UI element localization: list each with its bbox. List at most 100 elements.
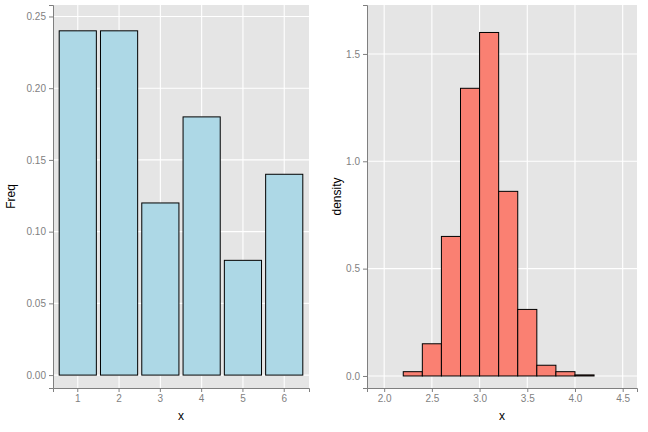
tick: 0.05 [27,298,53,309]
tick-mark [284,388,285,392]
tick-label: 1.5 [346,49,360,60]
y-axis-title: density [330,177,344,215]
tick: 3 [158,388,164,404]
tick-mark [432,388,433,392]
tick: 2.0 [378,388,392,404]
tick-label: 2.0 [378,393,392,404]
x-axis-title: x [499,409,505,423]
figure: 0.000.050.100.150.200.25123456xFreq0.00.… [0,0,648,432]
tick-mark [527,388,528,392]
tick-label: 0.0 [346,371,360,382]
histogram-bar [518,309,537,376]
tick-label: 4.0 [569,393,583,404]
tick-label: 3.0 [473,393,487,404]
tick: 1.0 [346,156,367,167]
tick-mark [363,161,367,162]
histogram-bar [422,344,441,376]
y-axis: 0.00 0.05 0.10 0.15 0.20 0.25 [27,6,54,389]
tick-label: 3.5 [521,393,535,404]
histogram-bar [460,88,479,376]
histogram-bar [556,372,575,376]
histogram-bar [480,32,499,375]
tick: 5 [240,388,246,404]
grid-line [367,53,637,54]
histogram-bar [403,372,422,376]
tick-label: 0.00 [27,370,47,381]
bar [142,203,179,375]
axis-line [54,389,310,393]
tick-mark [77,388,78,392]
tick-label: 6 [281,393,287,404]
histogram-bar [384,375,403,376]
tick-label: 2.5 [425,393,439,404]
tick: 4.0 [569,388,583,404]
marks [59,31,303,375]
tick-label: 1.0 [346,156,360,167]
tick-mark [384,388,385,392]
tick-mark [49,160,53,161]
grid-line [53,16,309,17]
tick-mark [160,388,161,392]
grid-line [384,5,385,388]
histogram-bar [575,375,594,376]
grid [53,5,309,388]
tick: 0.15 [27,155,53,166]
grid-line [367,161,637,162]
plot-background [367,5,637,388]
tick-mark [49,375,53,376]
histogram-bar [441,236,460,376]
tick-mark [119,388,120,392]
tick-label: 0.10 [27,226,47,237]
tick: 2.5 [425,388,439,404]
tick-label: 0.25 [27,11,47,22]
tick-mark [242,388,243,392]
tick-mark [623,388,624,392]
tick-label: 0.15 [27,155,47,166]
tick: 3.5 [521,388,535,404]
tick-label: 0.20 [27,83,47,94]
axis-line [363,6,368,389]
bar [59,31,96,375]
bar [224,260,261,375]
tick-label: 3 [158,393,164,404]
tick: 0.20 [27,83,53,94]
axis-line [49,6,54,389]
tick-label: 0.5 [346,263,360,274]
tick-label: 1 [75,393,81,404]
tick-mark [363,376,367,377]
tick-label: 2 [116,393,122,404]
bar [266,174,303,375]
axis-line [368,389,638,393]
tick-mark [363,269,367,270]
x-axis: 2.0 2.5 3.0 3.5 4.0 4.5 [368,388,638,404]
bar [100,31,137,375]
tick-mark [49,16,53,17]
tick-label: 0.05 [27,298,47,309]
panel: 0.000.050.100.150.200.25123456xFreq [4,5,310,423]
tick: 6 [281,388,287,404]
tick-mark [201,388,202,392]
tick: 0.25 [27,11,53,22]
grid-line [622,5,623,388]
tick: 0.10 [27,226,53,237]
tick-label: 4 [199,393,205,404]
tick: 3.0 [473,388,487,404]
tick-label: 5 [240,393,246,404]
tick-mark [363,54,367,55]
tick: 0.00 [27,370,53,381]
tick: 2 [116,388,122,404]
tick-mark [49,232,53,233]
x-axis: 1 2 3 4 5 6 [54,388,310,404]
grid [367,5,637,388]
y-axis: 0.0 0.5 1.0 1.5 [346,6,367,389]
histogram-bar [499,191,518,376]
tick: 1 [75,388,81,404]
tick: 4.5 [616,388,630,404]
grid-line [431,5,432,388]
tick-mark [480,388,481,392]
tick: 0.5 [346,263,367,274]
tick: 0.0 [346,371,367,382]
panel: 0.0 0.5 1.0 1.5 2.0 2.5 3.0 3.5 4.0 4.5 x density [330,5,638,423]
tick: 1.5 [346,49,367,60]
tick-label: 4.5 [616,393,630,404]
